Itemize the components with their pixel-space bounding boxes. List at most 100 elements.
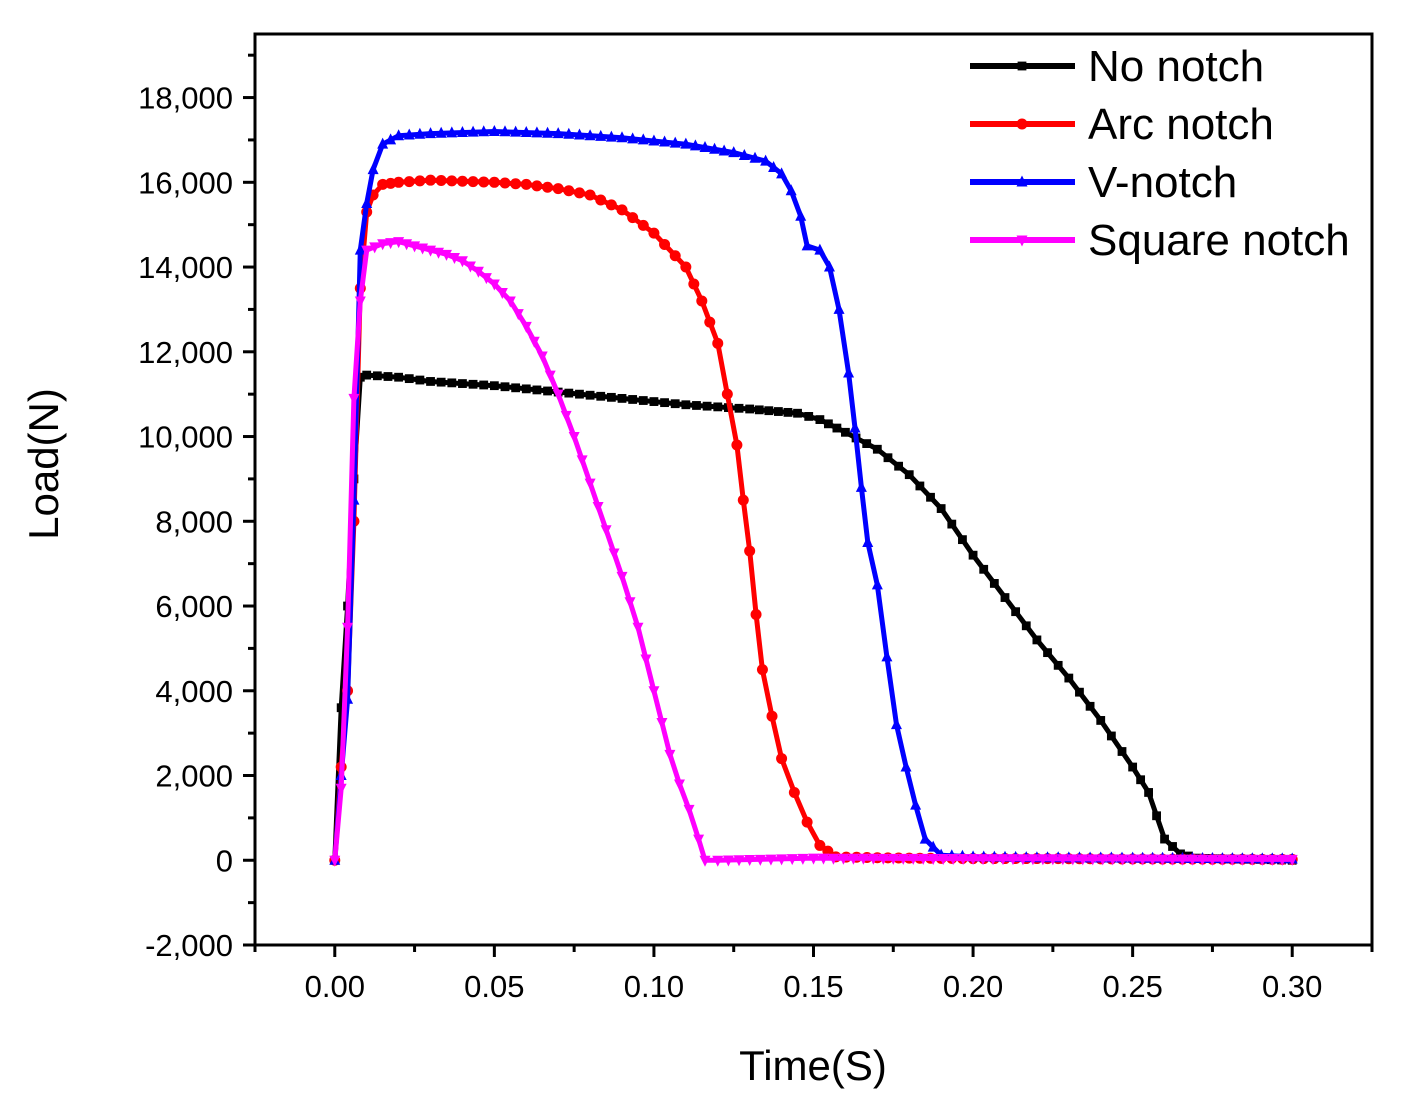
data-point [436,377,446,387]
data-point [393,176,405,188]
data-point [804,412,814,421]
data-point [1256,854,1268,866]
data-point [536,351,548,363]
data-point [606,392,616,402]
data-point [926,492,935,502]
data-point [335,783,347,795]
data-point [1007,854,1019,866]
data-point [680,137,692,149]
series-arc-notch [329,174,1298,866]
data-point [417,243,429,255]
x-axis: 0.00 0.05 0.10 0.15 0.20 0.25 0.30 [253,945,1374,1004]
data-point [1186,854,1198,866]
data-point [425,245,437,257]
data-point [648,134,660,146]
data-point [660,398,669,408]
data-point [446,126,458,138]
data-point [520,178,532,190]
data-point [638,396,648,405]
data-point [910,798,922,810]
data-point [605,199,617,211]
data-point [744,545,756,557]
data-point [733,855,745,867]
data-point [862,439,872,448]
data-point [958,535,967,545]
x-tick-label: 0.30 [1262,969,1322,1004]
data-point [1196,854,1208,866]
data-point [987,854,999,866]
y-tick-label: 4,000 [155,674,233,709]
data-point [1064,673,1074,683]
data-point [447,378,457,388]
data-point [456,256,468,268]
data-point [531,126,543,138]
data-point [750,608,762,620]
data-point [801,239,813,251]
data-point [817,853,829,865]
data-point [510,178,522,190]
data-point [563,127,575,139]
legend-label: V-notch [1088,158,1237,207]
data-point [520,321,532,333]
y-tick-label: 18,000 [138,81,233,116]
data-point [409,241,421,253]
data-point [426,377,435,386]
data-point [361,196,373,208]
data-point [1017,854,1029,866]
data-point [542,126,554,138]
data-point [718,144,730,156]
data-point [919,832,931,844]
data-point [1011,607,1021,617]
data-point [754,405,764,415]
data-point [576,455,588,467]
data-point [1016,118,1028,130]
data-point [617,394,627,403]
data-point [488,176,500,188]
data-point [702,401,712,411]
data-point [637,219,649,231]
data-point [967,854,979,866]
data-point [383,372,393,381]
data-point [377,137,389,149]
data-point [362,370,372,380]
data-point [521,384,531,394]
data-point [1117,747,1127,756]
data-point [336,703,346,713]
data-point [673,779,685,791]
data-point [1206,854,1218,866]
data-point [1016,175,1028,187]
data-point [640,654,652,666]
data-point [467,176,479,188]
data-point [649,397,659,406]
series-line [332,372,1293,863]
data-point [632,622,644,634]
legend: No notch Arc notch V-notch Square notch [970,42,1350,265]
data-point [637,133,649,145]
y-tick-label: 6,000 [155,589,233,624]
data-point [754,854,766,866]
data-point [595,194,607,206]
data-point [563,185,575,197]
data-point [596,391,606,401]
data-point [348,393,360,405]
y-tick-label: 16,000 [138,165,233,200]
data-point [415,375,425,385]
x-tick-label: 0.00 [305,969,365,1004]
data-point [414,175,426,187]
data-point [627,132,639,144]
data-point [1096,716,1106,725]
data-point [1216,854,1228,866]
data-point [512,309,524,321]
data-point [699,855,711,867]
data-point [989,579,999,588]
data-point [659,135,671,147]
legend-item: Square notch [970,216,1350,265]
data-point [894,461,904,471]
data-point [401,239,413,251]
data-point [776,753,788,765]
data-point [648,686,660,698]
legend-label: No notch [1088,42,1264,91]
data-point [704,316,716,328]
data-point [712,855,724,867]
data-point [478,176,490,188]
